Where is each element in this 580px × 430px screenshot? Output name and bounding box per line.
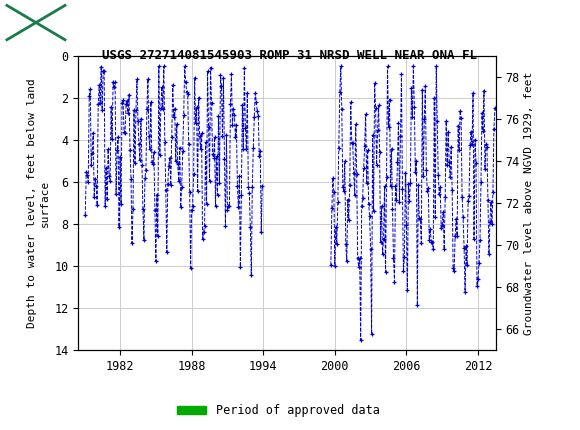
Text: USGS 272714081545903 ROMP 31 NRSD WELL NEAR ONA FL: USGS 272714081545903 ROMP 31 NRSD WELL N…	[103, 49, 477, 62]
FancyBboxPatch shape	[7, 6, 65, 40]
Text: USGS: USGS	[72, 13, 132, 32]
Y-axis label: Depth to water level, feet below land
surface: Depth to water level, feet below land su…	[27, 78, 50, 328]
Legend: Period of approved data: Period of approved data	[172, 399, 385, 422]
Y-axis label: Groundwater level above NGVD 1929, feet: Groundwater level above NGVD 1929, feet	[524, 71, 534, 335]
